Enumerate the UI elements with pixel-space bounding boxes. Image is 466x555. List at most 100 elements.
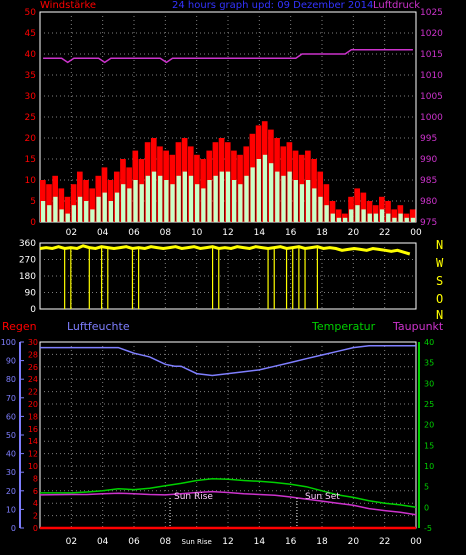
wind-average-bar	[275, 171, 280, 222]
wind-average-bar	[219, 171, 224, 222]
rain-tick-label: 6	[33, 487, 38, 496]
wind-x-tick-label: 00	[410, 228, 422, 238]
pressure-right-tick-label: 980	[420, 197, 437, 207]
weather-x-tick-label: 14	[254, 537, 266, 547]
wind-average-bar	[299, 184, 305, 222]
humidity-tick-label: 90	[6, 357, 16, 366]
wind-gust-bar	[366, 201, 373, 222]
temperature-tick-label: -5	[424, 524, 432, 533]
humidity-tick-label: 50	[6, 431, 16, 440]
wind-average-bar	[53, 196, 58, 222]
rain-tick-label: 24	[28, 375, 38, 384]
wind-gust-bar	[329, 201, 336, 222]
wind-average-bar	[349, 209, 354, 222]
rain-tick-label: 2	[33, 512, 38, 521]
wind-average-bar	[386, 213, 391, 222]
wind-average-bar	[84, 201, 89, 222]
pressure-right-tick-label: 1015	[420, 50, 443, 60]
temperature-line	[40, 478, 417, 509]
wind-left-tick-label: 30	[25, 92, 37, 102]
wind-average-bar	[47, 205, 52, 222]
weather-x-tick-label: 16	[285, 537, 297, 547]
humidity-tick-label: 40	[6, 450, 16, 459]
humidity-tick-label: 60	[6, 412, 16, 421]
wind-left-tick-label: 0	[30, 218, 36, 228]
wind-direction-trace	[39, 244, 411, 256]
wind-gust-bar	[323, 184, 330, 222]
compass-label-s: S	[436, 274, 444, 288]
wind-average-bar	[250, 167, 255, 222]
pressure-right-tick-label: 975	[420, 218, 437, 228]
wind-average-bar	[324, 205, 329, 222]
air-pressure-title: Luftdruck	[373, 0, 421, 11]
rain-tick-label: 14	[28, 437, 38, 446]
wind-average-bar	[176, 175, 181, 222]
direction-tick-label: 180	[19, 272, 36, 282]
wind-average-bar	[77, 196, 83, 222]
wind-gust-bar	[58, 188, 65, 222]
wind-gust-bar	[385, 201, 391, 222]
graph-update-title: 24 hours graph upd: 09 Dezember 2014	[172, 0, 374, 11]
wind-average-bar	[127, 188, 132, 222]
wind-average-bar	[410, 217, 416, 222]
wind-average-bar	[145, 175, 151, 222]
rain-tick-label: 28	[28, 350, 38, 359]
humidity-tick-label: 100	[1, 338, 16, 347]
wind-left-tick-label: 35	[25, 71, 36, 81]
wind-gust-bar	[360, 192, 367, 222]
wind-average-bar	[367, 213, 372, 222]
humidity-tick-label: 20	[6, 487, 16, 496]
pressure-right-tick-label: 1020	[420, 29, 443, 39]
wind-average-bar	[244, 175, 249, 222]
wind-average-bar	[207, 180, 212, 222]
compass-label-n-top: N	[436, 238, 444, 252]
wind-left-tick-label: 10	[25, 176, 37, 186]
temperature-tick-label: 10	[424, 462, 434, 471]
wind-average-bar	[262, 154, 268, 222]
pressure-right-tick-label: 1005	[420, 92, 443, 102]
temperature-tick-label: 40	[424, 338, 434, 347]
compass-label-n-bottom: N	[436, 308, 444, 322]
wind-gust-bar	[335, 209, 342, 222]
wind-average-bar	[96, 196, 101, 222]
weather-x-tick-label: 06	[128, 537, 140, 547]
pressure-right-tick-label: 1000	[420, 113, 443, 123]
rain-tick-label: 20	[28, 400, 38, 409]
wind-average-bar	[330, 213, 335, 222]
wind-average-bar	[404, 217, 409, 222]
wind-x-tick-label: 22	[379, 228, 390, 238]
weather-x-tick-label: 08	[160, 537, 172, 547]
humidity-tick-label: 80	[6, 375, 16, 384]
rain-tick-label: 0	[33, 524, 38, 533]
wind-average-bar	[188, 175, 194, 222]
wind-average-bar	[342, 217, 348, 222]
rain-tick-label: 26	[28, 363, 38, 372]
rain-tick-label: 12	[28, 450, 38, 459]
temperature-tick-label: 0	[424, 503, 429, 512]
wind-average-bar	[232, 180, 237, 222]
weather-x-tick-label: 20	[348, 537, 360, 547]
wind-left-tick-label: 50	[25, 8, 37, 18]
wind-average-bar	[312, 188, 317, 222]
wind-average-bar	[164, 180, 169, 222]
wind-left-tick-label: 5	[30, 197, 36, 207]
wind-average-bar	[392, 217, 397, 222]
wind-average-bar	[59, 209, 64, 222]
humidity-tick-label: 70	[6, 394, 16, 403]
weather-x-tick-label: 04	[97, 537, 109, 547]
wind-x-tick-label: 14	[254, 228, 266, 238]
sun-set-label: Sun Set	[305, 492, 340, 502]
wind-x-tick-label: 18	[316, 228, 328, 238]
wind-average-bar	[71, 205, 77, 222]
humidity-tick-label: 10	[6, 505, 16, 514]
wind-x-tick-label: 12	[222, 228, 233, 238]
direction-tick-label: 360	[19, 239, 36, 249]
weather-x-tick-label: 18	[316, 537, 328, 547]
wind-average-bar	[373, 213, 379, 222]
wind-left-tick-label: 25	[25, 113, 36, 123]
wind-average-bar	[293, 180, 298, 222]
wind-x-tick-label: 06	[128, 228, 140, 238]
rain-tick-label: 22	[28, 388, 38, 397]
rain-tick-label: 18	[28, 412, 38, 421]
